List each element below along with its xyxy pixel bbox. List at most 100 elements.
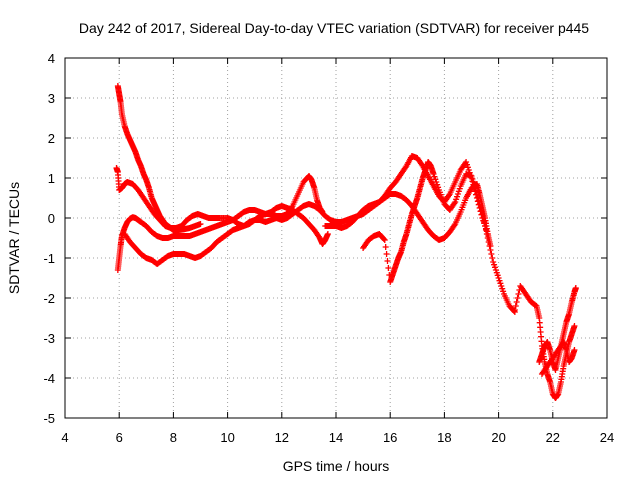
data-point: [452, 199, 459, 205]
data-point: [513, 299, 520, 305]
data-point: [468, 173, 475, 179]
x-tick-label: 16: [383, 430, 397, 445]
data-point: [463, 159, 470, 165]
data-point: [497, 280, 504, 287]
data-point: [510, 308, 517, 314]
data-point: [474, 194, 481, 201]
x-tick-labels: 4 6 8 10 12 14 16 18 20 22 24: [61, 430, 614, 445]
data-point: [499, 285, 506, 292]
data-point: [451, 200, 458, 207]
data-point: [453, 196, 460, 203]
data-point: [494, 272, 501, 279]
data-point: [470, 179, 477, 185]
data-point: [514, 295, 521, 301]
x-tick-label: 18: [437, 430, 451, 445]
series-track-5: [322, 181, 494, 249]
data-point: [483, 231, 490, 237]
data-point: [484, 235, 491, 241]
x-tick-label: 12: [275, 430, 289, 445]
data-point: [324, 231, 331, 237]
data-point: [486, 243, 493, 249]
data-point: [495, 275, 502, 281]
data-point: [491, 261, 498, 268]
data-point: [454, 191, 461, 197]
data-point: [491, 264, 498, 271]
data-point: [571, 323, 578, 329]
data-point: [472, 185, 479, 191]
data-point: [481, 219, 488, 225]
data-point: [473, 188, 480, 194]
data-point: [480, 215, 487, 221]
data-point: [488, 251, 495, 257]
data-point: [445, 192, 452, 199]
data-point: [385, 265, 392, 271]
data-point: [197, 221, 204, 227]
data-point: [476, 201, 483, 207]
data-point: [455, 188, 462, 195]
y-tick-label: 2: [48, 131, 55, 146]
data-point: [571, 347, 578, 353]
data-point: [454, 193, 461, 200]
data-point: [493, 269, 500, 276]
data-point: [572, 285, 579, 291]
data-point: [469, 176, 476, 182]
y-tick-label: -4: [43, 371, 55, 386]
x-tick-label: 20: [491, 430, 505, 445]
x-tick-label: 22: [546, 430, 560, 445]
series-track-1: [114, 83, 204, 233]
y-tick-label: -5: [43, 411, 55, 426]
data-point: [479, 211, 486, 217]
data-point: [485, 239, 492, 245]
data-point: [487, 247, 494, 253]
series-track-6: [360, 159, 518, 315]
data-point: [482, 223, 489, 229]
x-tick-label: 6: [116, 430, 123, 445]
data-points: [113, 83, 579, 401]
data-point: [451, 222, 458, 229]
x-tick-label: 10: [220, 430, 234, 445]
y-tick-label: 3: [48, 91, 55, 106]
plot-frame: [64, 57, 608, 419]
data-point: [515, 291, 522, 297]
data-point: [431, 173, 438, 180]
data-point: [380, 236, 387, 242]
data-point: [471, 182, 478, 188]
data-point: [500, 288, 507, 295]
x-tick-label: 4: [61, 430, 68, 445]
data-point: [381, 237, 388, 243]
chart-title: Day 242 of 2017, Sidereal Day-to-day VTE…: [79, 20, 589, 36]
y-tick-label: 0: [48, 211, 55, 226]
grid-lines: [65, 58, 607, 418]
x-axis-label: GPS time / hours: [283, 458, 390, 474]
y-tick-label: -1: [43, 251, 55, 266]
data-point: [435, 184, 442, 191]
data-point: [478, 207, 485, 214]
series-track-4: [121, 153, 491, 267]
x-tick-label: 24: [600, 430, 614, 445]
data-point: [473, 191, 480, 197]
x-tick-label: 14: [329, 430, 343, 445]
data-point: [433, 179, 440, 185]
data-point: [383, 251, 390, 257]
data-point: [482, 227, 489, 233]
data-point: [490, 259, 497, 265]
data-point: [489, 255, 496, 261]
series-track-7: [511, 283, 578, 401]
y-tick-labels: 4 3 2 1 0 -1 -2 -3 -4 -5: [43, 51, 55, 426]
data-point: [463, 161, 470, 168]
data-point: [477, 204, 484, 211]
y-tick-label: 4: [48, 51, 55, 66]
data-point: [384, 258, 391, 264]
data-point: [432, 176, 439, 183]
data-point: [496, 277, 503, 284]
data-point: [511, 307, 518, 313]
y-tick-label: 1: [48, 171, 55, 186]
data-point: [492, 267, 499, 273]
y-tick-label: -2: [43, 291, 55, 306]
x-tick-label: 8: [170, 430, 177, 445]
series-track-9: [538, 339, 578, 377]
y-tick-label: -3: [43, 331, 55, 346]
y-axis-label: SDTVAR / TECUs: [6, 182, 22, 294]
data-point: [464, 164, 471, 171]
